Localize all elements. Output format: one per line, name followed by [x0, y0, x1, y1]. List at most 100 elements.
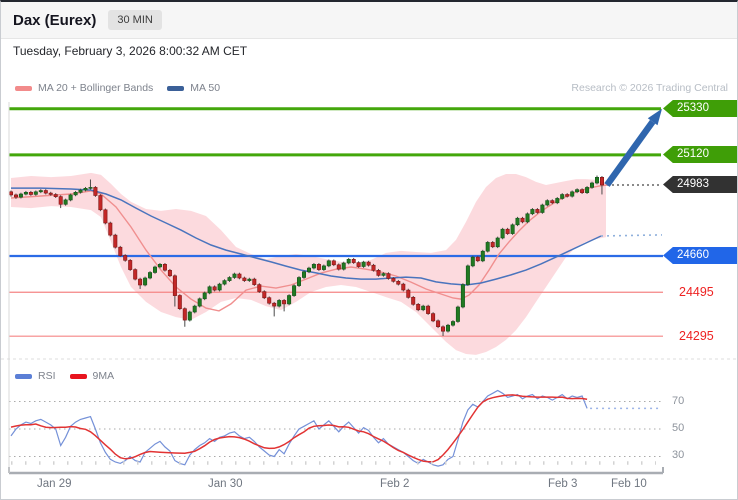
candle-body [361, 261, 366, 267]
x-axis-label-feb2: Feb 2 [380, 478, 410, 490]
candle-body [48, 192, 53, 195]
candle-body [421, 305, 426, 311]
candle-body [301, 271, 306, 278]
candle-body [406, 289, 411, 298]
candle-body [267, 297, 272, 304]
x-axis-label-feb3: Feb 3 [548, 478, 578, 490]
candle-body [480, 250, 485, 262]
x-axis-label-jan30: Jan 30 [208, 478, 243, 490]
candle-body [167, 269, 172, 277]
candle-body [550, 200, 555, 204]
candle-body [247, 278, 252, 281]
candle-body [88, 187, 93, 189]
nine-ma-swatch-icon [69, 373, 87, 379]
instrument-title: Dax (Eurex) [13, 11, 97, 29]
candle-body [306, 267, 311, 273]
rsi-legend: RSI 9MA [15, 370, 128, 382]
ma20-bollinger-label: MA 20 + Bollinger Bands [38, 82, 154, 94]
candle-body [440, 326, 445, 332]
candle-body [296, 277, 301, 286]
candle-body [580, 189, 585, 194]
legend-item-rsi: RSI [15, 370, 56, 382]
candle-body [14, 194, 19, 198]
candle-body [450, 321, 455, 326]
candle-body [505, 228, 510, 234]
last-price-tag: 24983 [663, 176, 737, 193]
candle-body [575, 189, 580, 193]
candle-body [252, 278, 257, 285]
ma50-swatch-icon [167, 85, 185, 91]
candle-body [103, 209, 108, 224]
main-legend: MA 20 + Bollinger Bands MA 50 [15, 82, 234, 94]
candle-body [83, 188, 88, 191]
candle-body [123, 255, 128, 261]
candle-body [277, 300, 282, 307]
candle-body [495, 237, 500, 248]
candle-body [133, 269, 138, 280]
candle-body [371, 264, 376, 271]
candle-body [356, 262, 361, 267]
candle-body [445, 324, 450, 332]
candle-body [470, 256, 475, 267]
chart-datetime: Tuesday, February 3, 2026 8:00:32 AM CET [13, 44, 248, 58]
candle-body [485, 242, 490, 252]
ma50-label: MA 50 [190, 82, 221, 94]
candle-body [510, 224, 515, 234]
candle-body [187, 311, 192, 321]
candle-body [376, 269, 381, 276]
candle-body [222, 280, 227, 285]
ma50-projection-dotted [600, 234, 663, 237]
candle-body [217, 283, 222, 291]
candle-body [18, 193, 23, 198]
candle-body [33, 191, 38, 195]
candle-body [242, 277, 247, 281]
candle-body [465, 265, 470, 285]
candle-body [490, 242, 495, 248]
candle-body [158, 263, 163, 268]
timeframe-badge: 30 MIN [108, 10, 162, 30]
candle-body [455, 306, 460, 322]
candle-body [366, 261, 371, 266]
candle-body [326, 260, 331, 267]
candle-body [143, 277, 148, 286]
legend-item-9ma: 9MA [69, 370, 115, 382]
x-axis-label-feb10: Feb 10 [611, 478, 647, 490]
candle-body [570, 191, 575, 197]
candle-body [565, 194, 570, 197]
candle-body [500, 228, 505, 239]
candle-body [460, 284, 465, 308]
support-level-24495: 24495 [679, 285, 714, 299]
candle-body [73, 192, 78, 196]
candle-body [282, 300, 287, 305]
candle-body [192, 305, 197, 313]
support-level-24295: 24295 [679, 329, 714, 343]
candle-body [63, 199, 68, 205]
rsi-scale-70: 70 [672, 395, 685, 407]
nine-ma-label: 9MA [92, 370, 115, 382]
candle-body [197, 298, 202, 307]
candle-body [9, 191, 14, 196]
candle-body [396, 280, 401, 285]
candle-body [351, 258, 356, 263]
candle-body [599, 177, 604, 186]
candle-body [386, 273, 391, 279]
rsi-scale-30: 30 [672, 449, 685, 461]
header-bar: Dax (Eurex) 30 MIN [1, 2, 737, 39]
candle-body [316, 263, 321, 270]
candle-body [78, 189, 83, 193]
candle-body [237, 273, 242, 279]
candle-body [53, 194, 58, 198]
candle-body [118, 246, 123, 256]
candle-body [391, 278, 396, 282]
candle-body [262, 291, 267, 299]
candle-body [138, 278, 143, 286]
candle-body [257, 284, 262, 292]
candle-body [436, 320, 441, 327]
candle-body [162, 263, 167, 271]
candle-body [292, 285, 297, 296]
candle-body [426, 305, 431, 314]
candle-body [321, 265, 326, 270]
candle-body [182, 308, 187, 321]
candle-body [23, 192, 28, 195]
candle-body [58, 196, 63, 205]
